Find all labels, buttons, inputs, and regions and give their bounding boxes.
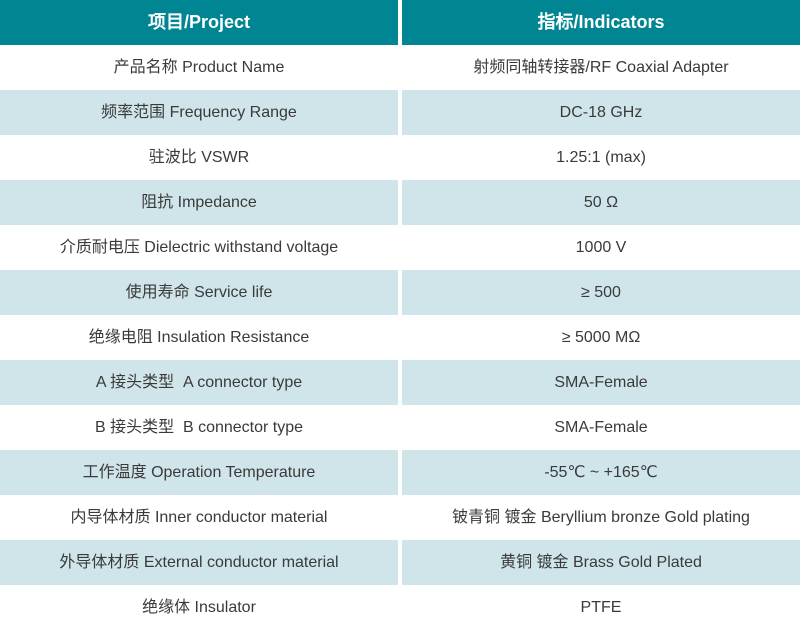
table-row: 工作温度 Operation Temperature -55℃ ~ +165℃	[0, 450, 800, 495]
row-value: SMA-Female	[402, 360, 800, 405]
column-divider	[398, 225, 402, 270]
row-label: 介质耐电压 Dielectric withstand voltage	[59, 238, 339, 256]
row-label: 绝缘电阻 Insulation Resistance	[88, 328, 310, 346]
column-divider	[398, 270, 402, 315]
column-divider	[398, 585, 402, 630]
column-divider	[398, 495, 402, 540]
row-value: 1000 V	[575, 238, 627, 256]
header-indicators: 指标/Indicators	[402, 0, 800, 45]
row-label: 使用寿命 Service life	[0, 270, 398, 315]
table-row: B 接头类型 B connector type SMA-Female	[0, 405, 800, 450]
table-row: A 接头类型 A connector type SMA-Female	[0, 360, 800, 405]
table-body: 产品名称 Product Name 射频同轴转接器/RF Coaxial Adap…	[0, 45, 800, 630]
row-label: 绝缘体 Insulator	[142, 598, 256, 616]
row-label: A 接头类型 A connector type	[0, 360, 398, 405]
table-row: 频率范围 Frequency Range DC-18 GHz	[0, 90, 800, 135]
table-row: 外导体材质 External conductor material 黄铜 镀金 B…	[0, 540, 800, 585]
row-label: 驻波比 VSWR	[148, 148, 250, 166]
row-label: 内导体材质 Inner conductor material	[70, 508, 328, 526]
table-row: 使用寿命 Service life ≥ 500	[0, 270, 800, 315]
column-divider	[398, 540, 402, 585]
table-header-row: 项目/Project 指标/Indicators	[0, 0, 800, 45]
row-value: DC-18 GHz	[402, 90, 800, 135]
row-value: 1.25:1 (max)	[556, 148, 646, 166]
column-divider	[398, 0, 402, 45]
row-label: B 接头类型 B connector type	[94, 418, 304, 436]
table-row: 绝缘体 Insulator PTFE	[0, 585, 800, 630]
column-divider	[398, 405, 402, 450]
row-value: 射频同轴转接器/RF Coaxial Adapter	[473, 58, 729, 76]
row-label: 产品名称 Product Name	[113, 58, 285, 76]
table-row: 阻抗 Impedance 50 Ω	[0, 180, 800, 225]
row-value: 50 Ω	[402, 180, 800, 225]
column-divider	[398, 315, 402, 360]
table-row: 驻波比 VSWR 1.25:1 (max)	[0, 135, 800, 180]
row-value: PTFE	[580, 598, 622, 616]
row-value: 铍青铜 镀金 Beryllium bronze Gold plating	[452, 508, 750, 526]
row-value: 黄铜 镀金 Brass Gold Plated	[402, 540, 800, 585]
table-row: 产品名称 Product Name 射频同轴转接器/RF Coaxial Adap…	[0, 45, 800, 90]
table-row: 绝缘电阻 Insulation Resistance ≥ 5000 MΩ	[0, 315, 800, 360]
table-row: 内导体材质 Inner conductor material 铍青铜 镀金 Ber…	[0, 495, 800, 540]
row-value: ≥ 500	[402, 270, 800, 315]
row-value: ≥ 5000 MΩ	[561, 328, 641, 346]
column-divider	[398, 450, 402, 495]
column-divider	[398, 90, 402, 135]
row-label: 外导体材质 External conductor material	[0, 540, 398, 585]
column-divider	[398, 180, 402, 225]
table-row: 介质耐电压 Dielectric withstand voltage 1000 V	[0, 225, 800, 270]
row-label: 频率范围 Frequency Range	[0, 90, 398, 135]
row-label: 阻抗 Impedance	[0, 180, 398, 225]
column-divider	[398, 360, 402, 405]
column-divider	[398, 135, 402, 180]
column-divider	[398, 45, 402, 90]
header-project: 项目/Project	[0, 0, 398, 45]
row-label: 工作温度 Operation Temperature	[0, 450, 398, 495]
row-value: SMA-Female	[554, 418, 648, 436]
row-value: -55℃ ~ +165℃	[402, 450, 800, 495]
